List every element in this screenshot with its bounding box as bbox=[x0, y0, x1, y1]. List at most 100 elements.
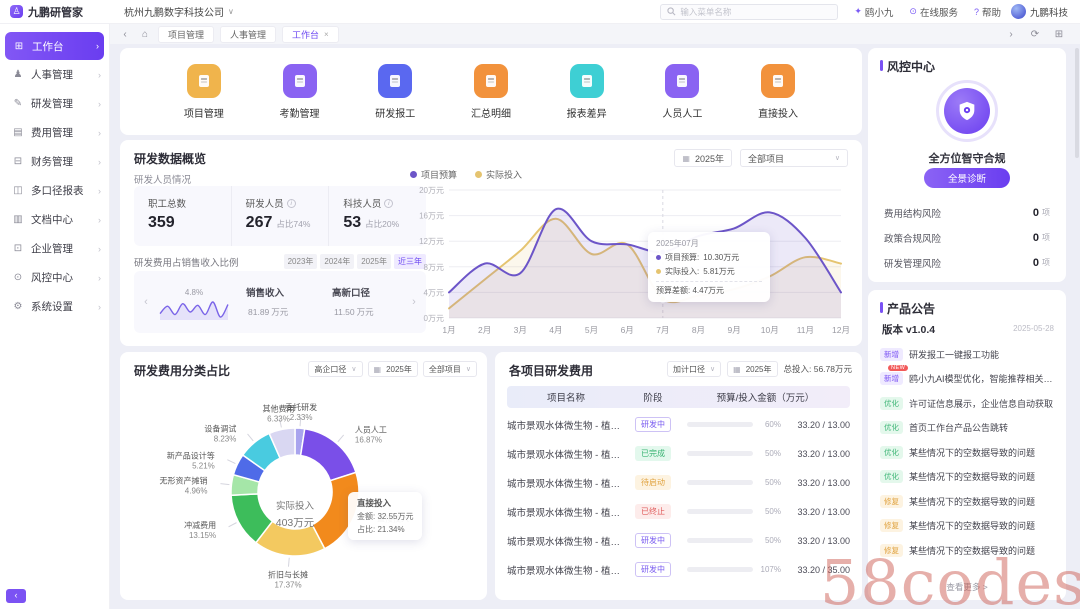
shortcut[interactable]: 报表差异 bbox=[567, 63, 607, 120]
tabbar-action-icon[interactable]: ⟳ bbox=[1030, 28, 1040, 40]
app-logo[interactable]: ♙ 九鹏研管家 bbox=[0, 4, 110, 20]
info-icon[interactable]: i bbox=[286, 198, 296, 208]
announcement-row[interactable]: 修复 某些情况下的空数据导致的问题 bbox=[880, 514, 1056, 539]
risk-shield-emblem bbox=[936, 80, 998, 142]
view-more-link[interactable]: 查看更多 > bbox=[946, 582, 988, 592]
announcement-row[interactable]: 优化 首页工作台产品公告跳转 bbox=[880, 416, 1056, 441]
ratio-tab[interactable]: 2025年 bbox=[357, 254, 391, 269]
legend-item[interactable]: 项目预算 bbox=[410, 168, 457, 181]
sidebar-item[interactable]: ⊙ 风控中心 › bbox=[0, 263, 109, 292]
shortcuts-panel: 项目管理 考勤管理 研发报工 汇总明细 报表差异 bbox=[120, 48, 862, 135]
close-icon[interactable]: × bbox=[324, 29, 329, 39]
sidebar-item-label: 风控中心 bbox=[31, 272, 73, 284]
shortcut[interactable]: 研发报工 bbox=[375, 63, 415, 120]
project-filter[interactable]: 全部项目 ∨ bbox=[422, 361, 477, 377]
table-row[interactable]: 城市景观水体微生物 - 植物... 研发中 60% 33.20 / 13.00 bbox=[507, 410, 850, 439]
shortcut[interactable]: 汇总明细 bbox=[471, 63, 511, 120]
shortcut[interactable]: 人员人工 bbox=[662, 63, 702, 120]
risk-list: 费用结构风险 0 项 政策合规风险 0 项 研发管理风险 0 项 bbox=[884, 200, 1050, 275]
caliber-select[interactable]: 加计口径 ∨ bbox=[667, 361, 722, 377]
panel-title: 风控中心 bbox=[880, 58, 935, 75]
sidebar-item-label: 工作台 bbox=[32, 40, 64, 53]
back-icon[interactable]: ‹ bbox=[123, 28, 127, 40]
sidebar-item[interactable]: ▥ 文档中心 › bbox=[0, 205, 109, 234]
page-tab[interactable]: 工作台 × bbox=[282, 25, 339, 43]
sidebar-collapse-button[interactable]: ‹ bbox=[6, 589, 26, 603]
ratio-tab[interactable]: 2024年 bbox=[320, 254, 355, 269]
risk-row[interactable]: 费用结构风险 0 项 bbox=[884, 200, 1050, 225]
shortcut[interactable]: 项目管理 bbox=[184, 63, 224, 120]
tab-label: 人事管理 bbox=[230, 29, 267, 40]
progress-track bbox=[687, 509, 753, 514]
risk-label: 政策合规风险 bbox=[884, 233, 942, 245]
page-tab[interactable]: 项目管理 bbox=[158, 25, 215, 43]
legend-item[interactable]: 实际投入 bbox=[475, 168, 522, 181]
next-arrow-icon[interactable]: › bbox=[412, 296, 416, 308]
menu-item-icon: ✦ bbox=[854, 6, 862, 16]
info-icon[interactable]: i bbox=[384, 198, 394, 208]
shortcut[interactable]: 考勤管理 bbox=[280, 63, 320, 120]
tabbar-action-icon[interactable]: ⊞ bbox=[1054, 28, 1064, 40]
topbar-menu-item[interactable]: ✦ 鸥小九 bbox=[854, 5, 893, 19]
topbar-menu-item[interactable]: ⊙ 在线服务 bbox=[909, 5, 958, 19]
shortcut-icon bbox=[665, 63, 700, 98]
search-input[interactable] bbox=[680, 6, 832, 17]
full-diagnosis-button[interactable]: 全景诊断 bbox=[924, 168, 1010, 188]
topbar-menu-item[interactable]: ? 帮助 bbox=[974, 5, 1001, 19]
sidebar-item[interactable]: ⊡ 企业管理 › bbox=[0, 234, 109, 263]
announcement-row[interactable]: 修复 某些情况下的空数据导致的问题 bbox=[880, 489, 1056, 514]
announcement-tag: 新增 bbox=[880, 372, 903, 386]
caliber-select[interactable]: 高企口径 ∨ bbox=[308, 361, 363, 377]
project-filter[interactable]: 全部项目 ∨ bbox=[740, 149, 848, 167]
year-picker[interactable]: ▦ 2025年 bbox=[367, 361, 418, 377]
page-tab[interactable]: 人事管理 bbox=[220, 25, 277, 43]
announcement-row[interactable]: 新增 研发报工一键报工功能 bbox=[880, 342, 1056, 367]
table-row[interactable]: 城市景观水体微生物 - 植物... 研发中 107% 33.20 / 35.00 bbox=[507, 555, 850, 584]
year-picker[interactable]: ▦ 2025年 bbox=[727, 361, 778, 377]
sidebar-item[interactable]: ▤ 费用管理 › bbox=[0, 118, 109, 147]
project-name: 城市景观水体微生物 - 植物... bbox=[507, 420, 625, 432]
sidebar-item[interactable]: ✎ 研发管理 › bbox=[0, 89, 109, 118]
budget-trend-chart[interactable]: 20万元 16万元 12万元 8万元 4万元 0万元 1月 2月 3月 4月 5月 6月 7月 8月 9月 1… bbox=[415, 182, 851, 342]
scrollbar[interactable] bbox=[1075, 48, 1079, 158]
announcement-row[interactable]: 优化 许可证信息展示，企业信息自动获取 bbox=[880, 391, 1056, 416]
announcement-row[interactable]: 优化 某些情况下的空数据导致的问题 bbox=[880, 440, 1056, 465]
table-row[interactable]: 城市景观水体微生物 - 植物... 已完成 50% 33.20 / 13.00 bbox=[507, 439, 850, 468]
ratio-tab[interactable]: 2023年 bbox=[283, 254, 318, 269]
svg-text:10月: 10月 bbox=[761, 325, 779, 335]
sidebar-item[interactable]: ⊞ 工作台 › bbox=[5, 32, 104, 60]
announcement-row[interactable]: NEW 新增 鸥小九AI模型优化，智能推荐相关问题 bbox=[880, 364, 1056, 392]
user-menu[interactable]: 九鹏科技 bbox=[1010, 4, 1068, 19]
table-row[interactable]: 城市景观水体微生物 - 植物... 研发中 50% 33.20 / 13.00 bbox=[507, 526, 850, 555]
year-picker[interactable]: ▦ 2025年 bbox=[674, 149, 732, 167]
shortcut-icon bbox=[282, 63, 317, 98]
prev-arrow-icon[interactable]: ‹ bbox=[144, 296, 148, 308]
company-switcher[interactable]: 杭州九鹏数字科技公司 ∨ bbox=[124, 4, 234, 19]
sidebar-item[interactable]: ◫ 多口径报表 › bbox=[0, 176, 109, 205]
svg-text:5.21%: 5.21% bbox=[192, 461, 215, 470]
year-value: 2025年 bbox=[745, 364, 772, 374]
announcement-tag: 优化 bbox=[880, 421, 903, 435]
stat-label: 科技人员 bbox=[343, 199, 382, 210]
ratio-title: 研发费用占销售收入比例 bbox=[134, 257, 239, 269]
risk-row[interactable]: 研发管理风险 0 项 bbox=[884, 250, 1050, 275]
tabbar-action-icon[interactable]: › bbox=[1009, 28, 1013, 40]
announcement-row[interactable]: 修复 某些情况下的空数据导致的问题 bbox=[880, 538, 1056, 563]
sidebar-item[interactable]: ⊟ 财务管理 › bbox=[0, 147, 109, 176]
svg-text:7月: 7月 bbox=[656, 325, 669, 335]
announcement-list: 新增 研发报工一键报工功能 NEW 新增 鸥小九AI模型优化，智能推荐相关问题 … bbox=[880, 342, 1056, 563]
shortcut[interactable]: 直接投入 bbox=[758, 63, 798, 120]
announcement-row[interactable]: 优化 某些情况下的空数据导致的问题 bbox=[880, 465, 1056, 490]
stat-extra: 占比20% bbox=[365, 219, 400, 229]
risk-row[interactable]: 政策合规风险 0 项 bbox=[884, 225, 1050, 250]
sidebar-item[interactable]: ♟ 人事管理 › bbox=[0, 60, 109, 89]
tooltip-label: 实际投入: bbox=[665, 267, 700, 276]
global-search[interactable] bbox=[660, 3, 839, 20]
table-row[interactable]: 城市景观水体微生物 - 植物... 待启动 50% 33.20 / 13.00 bbox=[507, 468, 850, 497]
ratio-tab[interactable]: 近三年 bbox=[394, 254, 426, 269]
sidebar-item[interactable]: ⚙ 系统设置 › bbox=[0, 292, 109, 321]
expense-donut-chart[interactable]: 委托研发2.33%人员人工16.87%直接投入21.34%折旧与长摊17.37%… bbox=[120, 380, 487, 598]
table-row[interactable]: 城市景观水体微生物 - 植物... 已终止 50% 33.20 / 13.00 bbox=[507, 497, 850, 526]
svg-text:新产品设计等: 新产品设计等 bbox=[167, 450, 215, 460]
home-icon[interactable]: ⌂ bbox=[141, 28, 149, 40]
